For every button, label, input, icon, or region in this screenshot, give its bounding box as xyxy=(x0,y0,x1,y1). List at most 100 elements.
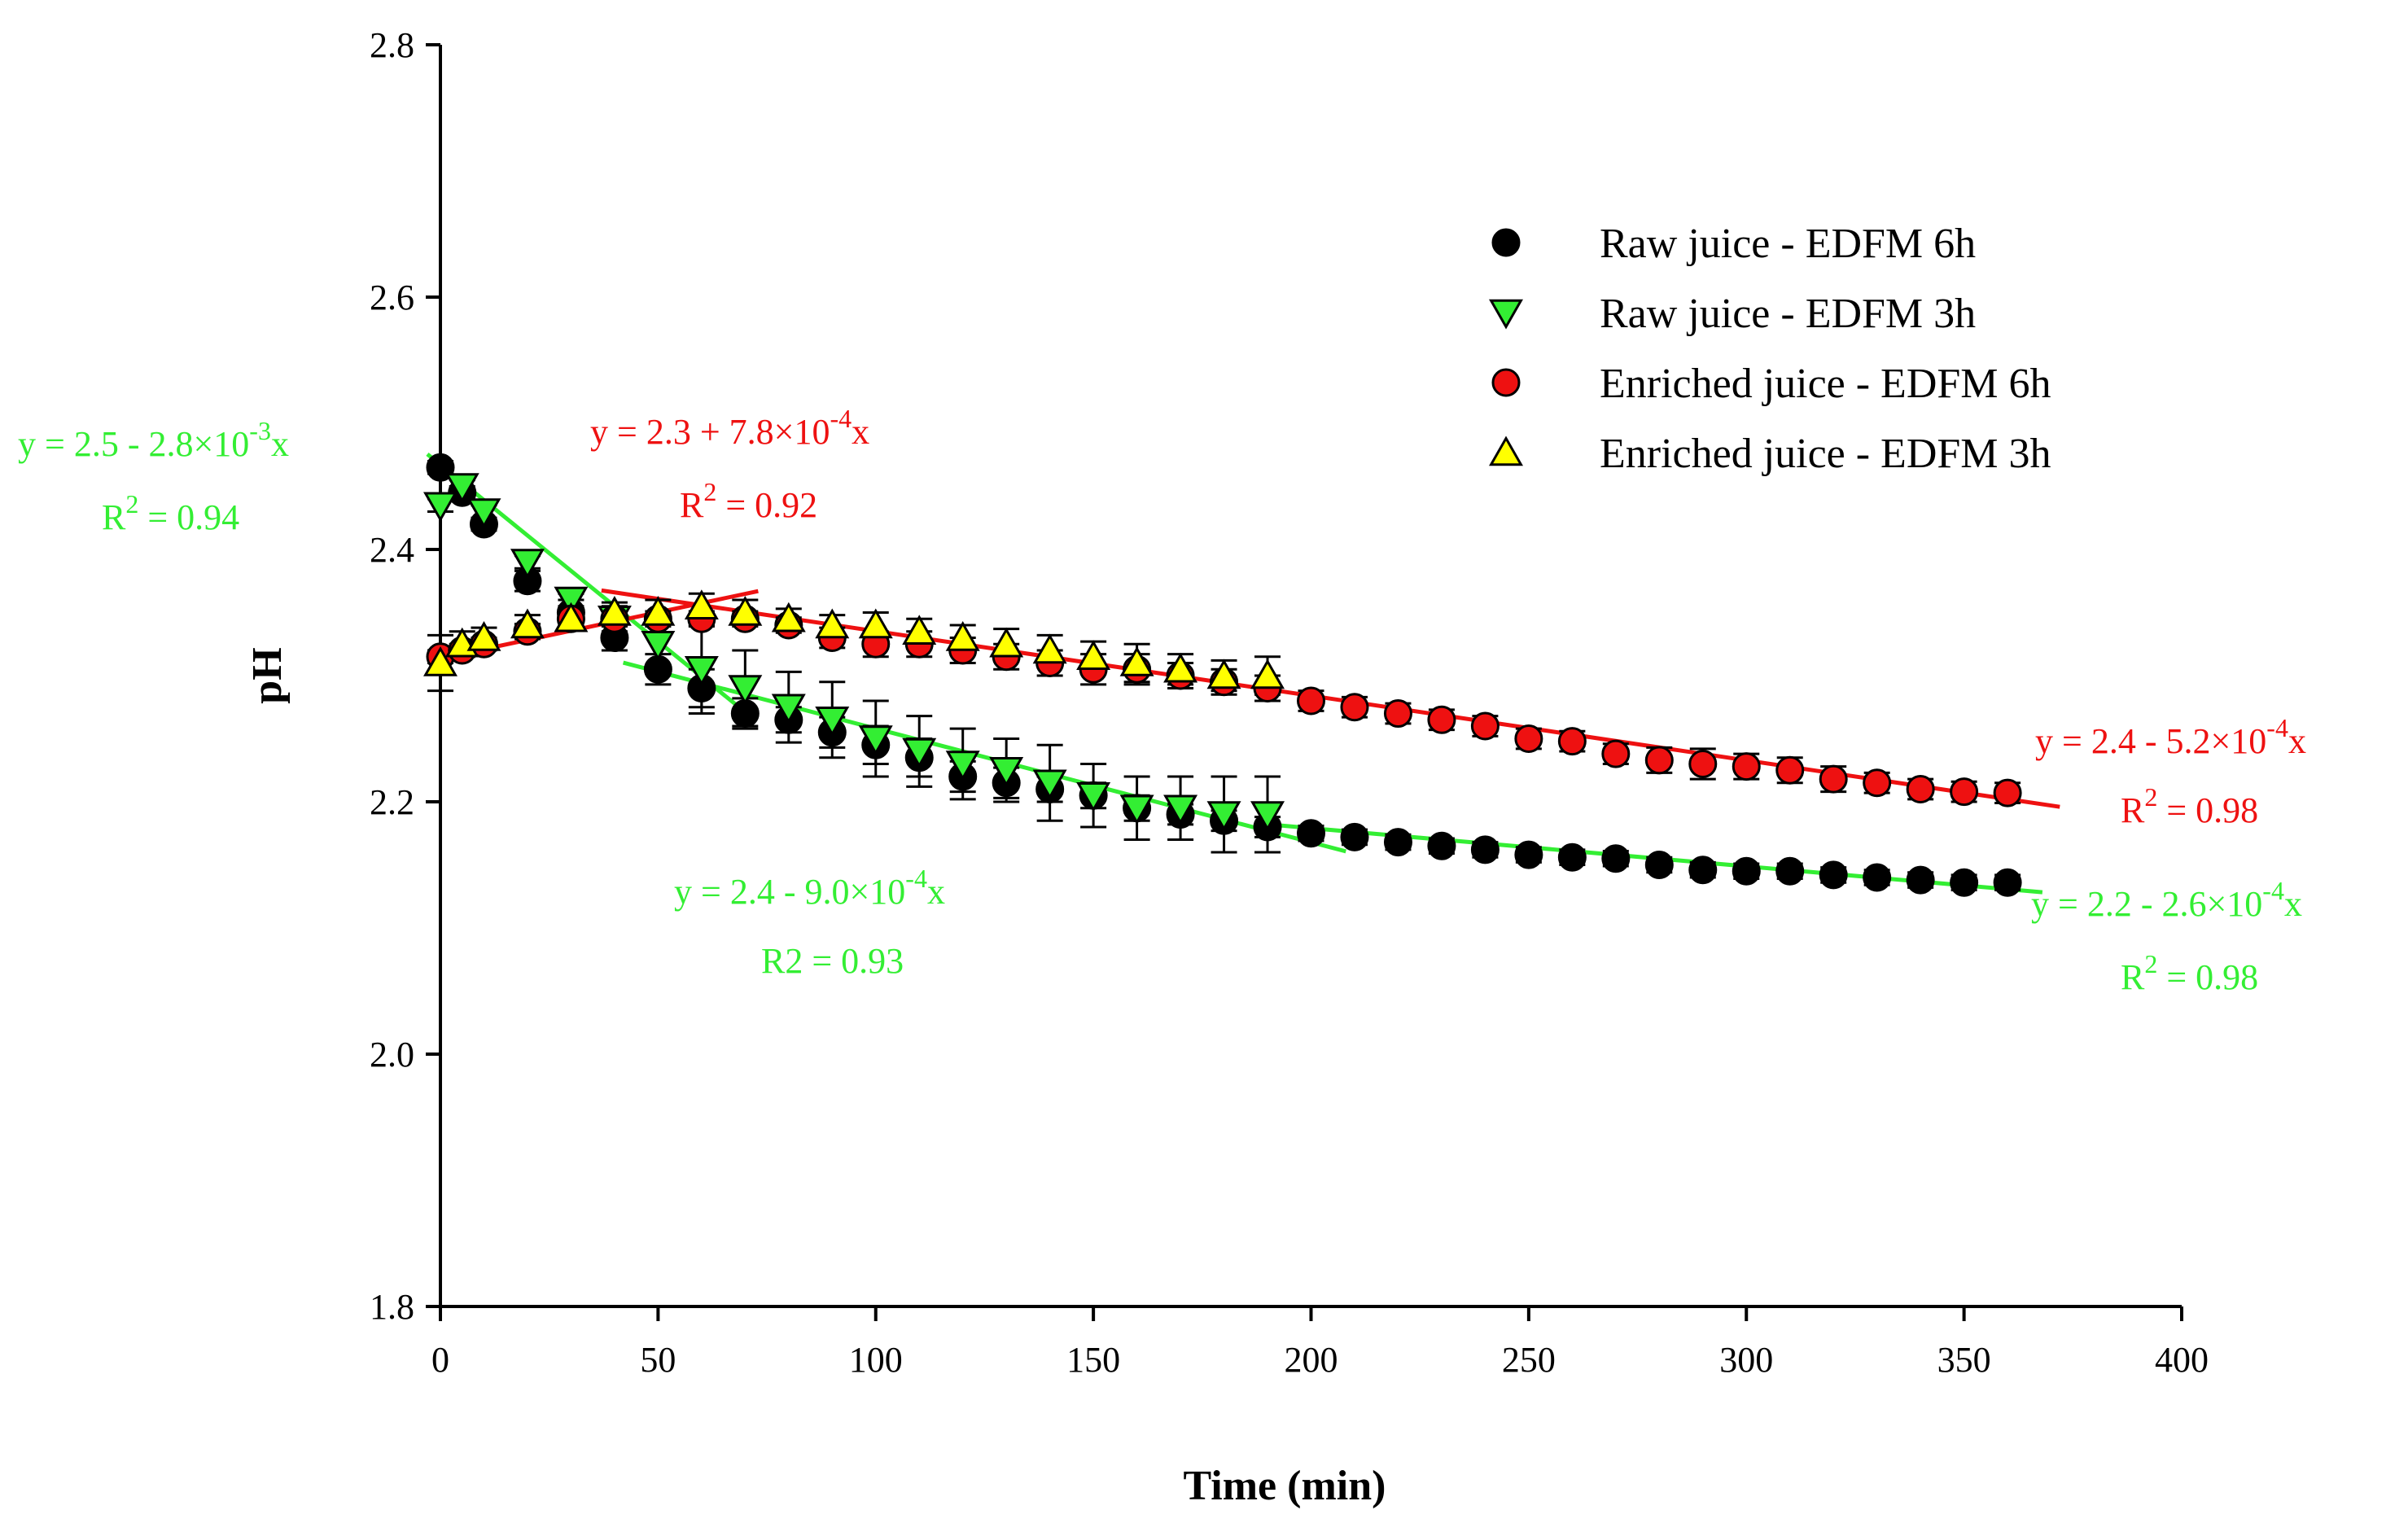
data-point xyxy=(1514,840,1543,869)
equation-label: y = 2.4 - 9.0×10-4x xyxy=(674,864,945,912)
data-point xyxy=(1950,868,1979,897)
x-tick-label: 250 xyxy=(1502,1340,1556,1380)
legend-label: Raw juice - EDFM 3h xyxy=(1600,291,1976,337)
data-point xyxy=(1993,778,2022,807)
data-point xyxy=(1819,764,1848,794)
data-point xyxy=(1119,794,1154,825)
data-point xyxy=(1644,746,1674,775)
data-point xyxy=(466,620,501,651)
axes: 1.8 2.0 2.2 2.4 2.6 2.8 0 50 100 150 200 250 300 350 4… xyxy=(370,25,2209,1380)
r-squared-label: R2 = 0.98 xyxy=(2121,782,2258,830)
data-point xyxy=(1297,819,1325,848)
r-squared-label: R2 = 0.94 xyxy=(102,489,239,537)
data-point xyxy=(684,589,719,619)
x-tick-label: 400 xyxy=(2155,1340,2209,1380)
data-point xyxy=(1950,777,1979,807)
data-point xyxy=(684,656,719,686)
y-tick-label: 1.8 xyxy=(370,1287,414,1327)
data-point xyxy=(815,707,850,737)
equation-label: y = 2.2 - 2.6×10-4x xyxy=(2031,876,2302,924)
y-tick-label: 2.0 xyxy=(370,1035,414,1074)
data-point xyxy=(1340,822,1369,851)
data-point xyxy=(1076,782,1111,812)
legend: Raw juice - EDFM 6h Raw juice - EDFM 3h En… xyxy=(1489,221,2051,477)
r-squared-label: R2 = 0.92 xyxy=(680,477,817,525)
data-point xyxy=(554,602,589,632)
data-point xyxy=(1906,775,1935,803)
data-point xyxy=(815,608,850,639)
data-point xyxy=(423,492,458,523)
data-point xyxy=(1688,750,1718,778)
data-point xyxy=(444,473,479,504)
data-point xyxy=(1383,699,1412,728)
data-point xyxy=(1601,844,1631,873)
equation-label: y = 2.3 + 7.8×10-4x xyxy=(590,404,869,452)
data-point xyxy=(1163,652,1198,683)
data-point xyxy=(728,675,763,706)
y-tick-label: 2.4 xyxy=(370,530,414,570)
data-point xyxy=(1206,659,1241,689)
data-point xyxy=(858,725,893,756)
data-point xyxy=(1906,865,1935,895)
equation-label: y = 2.4 - 5.2×10-4x xyxy=(2035,713,2306,761)
x-tick-label: 50 xyxy=(640,1340,676,1380)
data-point xyxy=(1340,693,1369,722)
data-point xyxy=(1688,856,1718,885)
x-axis-title: Time (min) xyxy=(1184,1463,1386,1509)
data-points xyxy=(423,453,2022,897)
data-point xyxy=(728,595,763,626)
data-point xyxy=(1076,640,1111,670)
data-point xyxy=(1250,659,1285,689)
data-point xyxy=(510,608,545,639)
data-point xyxy=(945,751,980,781)
r-squared-label: R2 = 0.98 xyxy=(2121,949,2258,997)
x-tick-label: 0 xyxy=(431,1340,449,1380)
legend-marker xyxy=(1491,368,1521,397)
data-point xyxy=(1775,856,1805,886)
data-point xyxy=(858,608,893,639)
y-tick-label: 2.2 xyxy=(370,782,414,822)
data-point xyxy=(989,627,1024,658)
data-point xyxy=(466,498,501,529)
equation-annotations: y = 2.5 - 2.8×10-3x R2 = 0.94 y = 2.3 + 7.… xyxy=(18,404,2306,997)
data-point xyxy=(554,586,589,617)
data-point xyxy=(1819,860,1848,890)
data-point xyxy=(1993,868,2022,897)
data-point xyxy=(1470,711,1500,741)
data-point xyxy=(1732,856,1761,886)
data-point xyxy=(902,737,937,768)
legend-marker xyxy=(1489,299,1523,330)
data-point xyxy=(1427,831,1456,860)
x-tick-label: 300 xyxy=(1719,1340,1773,1380)
data-point xyxy=(1557,842,1587,872)
data-point xyxy=(1250,801,1285,832)
data-point xyxy=(1383,828,1412,857)
data-point xyxy=(945,620,980,651)
x-tick-label: 100 xyxy=(849,1340,903,1380)
data-point xyxy=(1514,724,1543,753)
data-point xyxy=(1644,851,1674,879)
data-point xyxy=(1863,768,1892,798)
data-point xyxy=(1863,863,1892,892)
data-point xyxy=(1163,794,1198,825)
fit-lines xyxy=(426,453,2060,895)
y-tick-label: 2.6 xyxy=(370,278,414,317)
legend-label: Raw juice - EDFM 6h xyxy=(1600,221,1976,267)
data-point xyxy=(1119,646,1154,676)
data-point xyxy=(597,595,632,626)
data-point xyxy=(771,602,806,632)
data-point xyxy=(1297,686,1325,716)
legend-marker xyxy=(1491,228,1521,257)
legend-label: Enriched juice - EDFM 6h xyxy=(1600,361,2051,407)
data-point xyxy=(1557,727,1587,756)
data-point xyxy=(1470,835,1500,864)
data-point xyxy=(989,757,1024,787)
equation-label: y = 2.5 - 2.8×10-3x xyxy=(18,416,289,464)
data-point xyxy=(771,694,806,724)
data-point xyxy=(1732,752,1761,781)
y-tick-label: 2.8 xyxy=(370,25,414,65)
data-point xyxy=(1775,755,1805,785)
x-tick-label: 200 xyxy=(1285,1340,1338,1380)
r-squared-label: R2 = 0.93 xyxy=(761,941,904,981)
